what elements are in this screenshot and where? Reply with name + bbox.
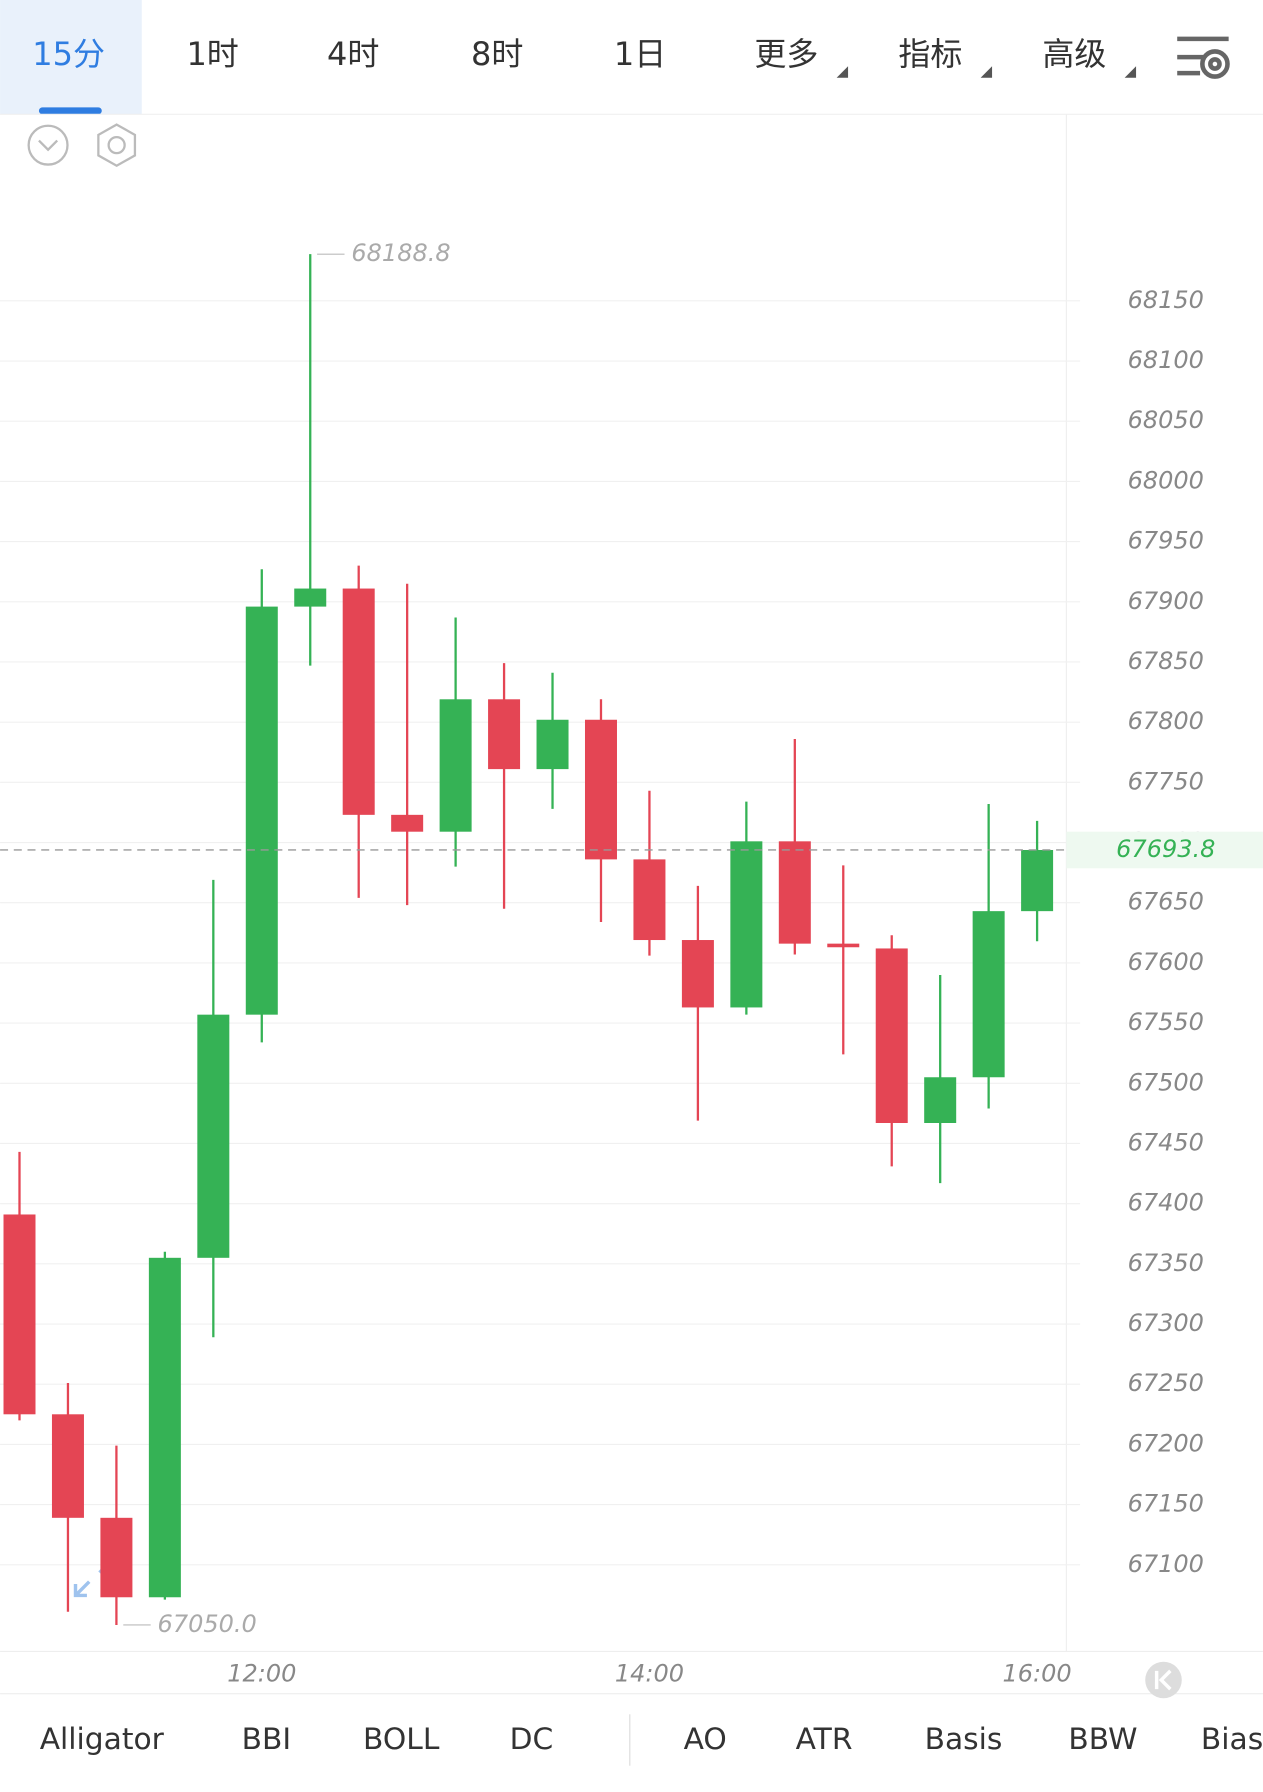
collapse-chevron <box>38 139 59 152</box>
candle-body <box>51 1414 84 1518</box>
y-tick-label: 67450 <box>1128 1128 1204 1156</box>
candle-body <box>924 1077 957 1123</box>
timeframe-tab[interactable]: 1时 <box>186 35 238 73</box>
candle-body <box>778 841 811 944</box>
candle-body <box>439 699 472 832</box>
active-tab-indicator <box>38 107 102 115</box>
indicator-tab[interactable]: BBW <box>1068 1722 1137 1757</box>
timeframe-tab[interactable]: 8时 <box>471 35 523 73</box>
collapse-icon[interactable] <box>27 124 69 166</box>
x-tick-label: 14:00 <box>615 1659 684 1687</box>
last-price-label: 67693.8 <box>1116 835 1215 863</box>
candle-body <box>391 814 424 832</box>
y-tick-label: 67100 <box>1128 1550 1204 1578</box>
x-tick-label: 12:00 <box>227 1659 296 1687</box>
y-tick-label: 67950 <box>1128 527 1204 555</box>
y-tick-label: 67800 <box>1128 707 1204 735</box>
indicator-tab[interactable]: Alligator <box>40 1722 165 1757</box>
y-tick-label: 67550 <box>1128 1008 1204 1036</box>
indicator-tab[interactable]: BOLL <box>363 1722 440 1757</box>
y-tick-label: 67400 <box>1128 1189 1204 1217</box>
timeframe-tab[interactable]: 4时 <box>327 35 379 73</box>
candle-body <box>488 699 521 770</box>
candle-body <box>875 948 908 1123</box>
y-tick-label: 68150 <box>1128 286 1204 314</box>
candle-body <box>245 606 278 1015</box>
y-tick-label: 67200 <box>1128 1429 1204 1457</box>
y-tick-label: 67850 <box>1128 647 1204 675</box>
y-tick-label: 68100 <box>1128 346 1204 374</box>
y-tick-label: 67750 <box>1128 767 1204 795</box>
active-tab-bg <box>0 0 142 115</box>
y-tick-label: 67500 <box>1128 1068 1204 1096</box>
y-tick-label: 68000 <box>1128 466 1204 494</box>
candle-body <box>633 859 666 941</box>
y-tick-label: 67900 <box>1128 587 1204 615</box>
candle-body <box>584 719 617 860</box>
candle-body <box>536 719 569 770</box>
dropdown-caret <box>1124 66 1137 78</box>
candle-body <box>148 1257 181 1598</box>
candle-body <box>730 841 763 1008</box>
candle-body <box>827 943 860 948</box>
extreme-label: 67050.0 <box>158 1610 257 1638</box>
settings-hex-center <box>107 136 126 155</box>
timeframe-tab[interactable]: 更多 <box>754 35 818 73</box>
candle-body <box>1021 849 1054 912</box>
timeframe-tab[interactable]: 指标 <box>898 35 962 73</box>
y-tick-label: 68050 <box>1128 406 1204 434</box>
indicator-tab[interactable]: Bias <box>1201 1722 1263 1757</box>
y-tick-label: 67250 <box>1128 1369 1204 1397</box>
last-price-box <box>1066 831 1263 869</box>
timeframe-tab[interactable]: 1日 <box>614 35 666 73</box>
indicator-tab[interactable]: BBI <box>242 1722 292 1757</box>
y-tick-label: 67150 <box>1128 1490 1204 1518</box>
candle-body <box>972 911 1005 1078</box>
extreme-label: 68188.8 <box>351 239 450 267</box>
y-tick-label: 67350 <box>1128 1249 1204 1277</box>
candle-body <box>100 1517 133 1598</box>
scroll-latest-glyph <box>1154 1669 1172 1691</box>
candle-body <box>681 940 714 1008</box>
candle-body <box>294 588 327 607</box>
y-tick-label: 67600 <box>1128 948 1204 976</box>
dropdown-caret <box>980 66 993 78</box>
candle-body <box>197 1014 230 1258</box>
indicator-tab[interactable]: Basis <box>925 1722 1003 1757</box>
timeframe-tab[interactable]: 高级 <box>1042 35 1106 73</box>
indicator-tab[interactable]: AO <box>684 1722 727 1757</box>
y-tick-label: 67650 <box>1128 888 1204 916</box>
x-tick-label: 16:00 <box>1003 1659 1072 1687</box>
y-tick-label: 67300 <box>1128 1309 1204 1337</box>
indicator-tab[interactable]: ATR <box>796 1722 853 1757</box>
candle-body <box>3 1214 36 1415</box>
dropdown-caret <box>836 66 849 78</box>
expand-icon[interactable] <box>73 1557 115 1598</box>
indicator-tab[interactable]: DC <box>510 1722 554 1757</box>
settings-icon[interactable] <box>1177 36 1230 79</box>
timeframe-tab[interactable]: 15分 <box>32 35 105 73</box>
settings-hex-icon[interactable] <box>97 123 137 168</box>
candle-body <box>342 588 375 815</box>
